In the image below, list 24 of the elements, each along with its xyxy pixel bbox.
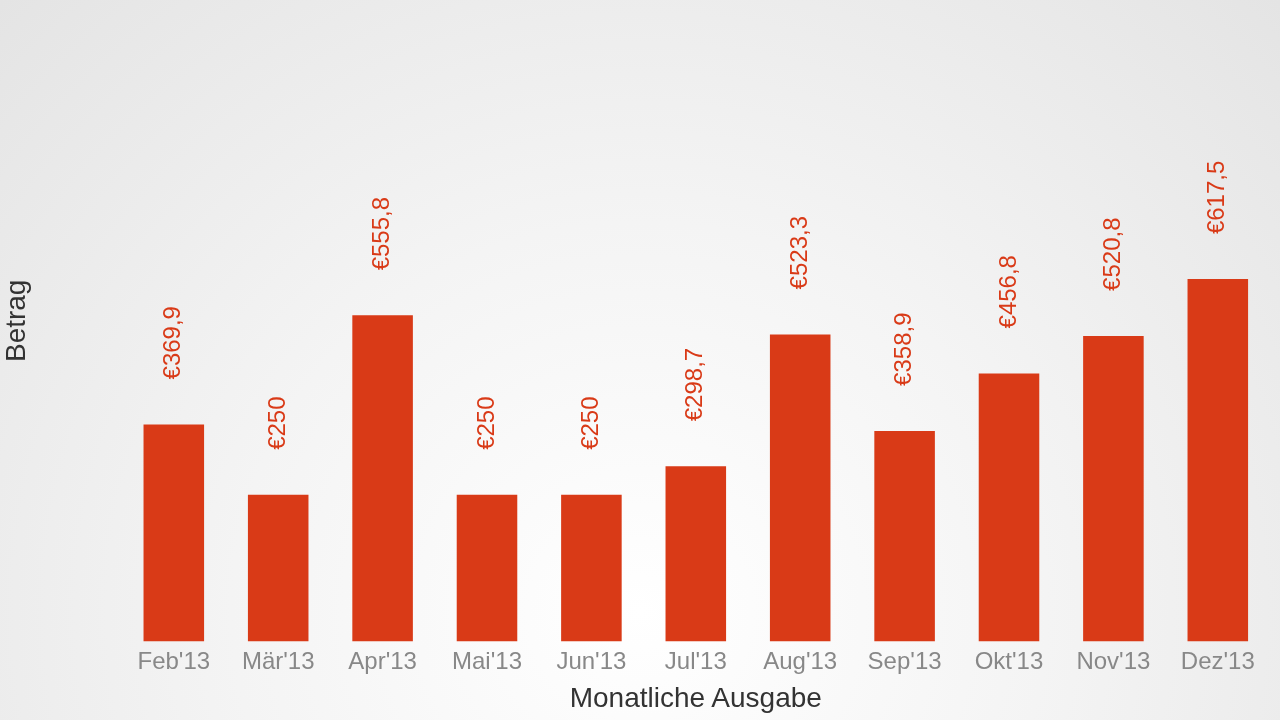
- data-label: €523,3: [784, 216, 812, 290]
- x-tick-label: Jun'13: [556, 646, 627, 674]
- data-label: €250: [262, 396, 290, 450]
- x-axis-title: Monatliche Ausgabe: [569, 681, 822, 713]
- data-label: €369,9: [158, 306, 186, 380]
- x-tick-label: Okt'13: [974, 646, 1044, 674]
- data-label: €456,8: [993, 255, 1021, 329]
- data-label: €520,8: [1098, 217, 1126, 291]
- data-label: €298,7: [680, 347, 708, 422]
- data-label: €250: [471, 396, 499, 450]
- x-tick-label: Dez'13: [1180, 646, 1255, 674]
- y-axis-title: Betrag: [0, 279, 31, 363]
- data-label: €250: [576, 396, 604, 450]
- x-tick-label: Jul'13: [664, 646, 727, 674]
- data-label: €358,9: [889, 312, 917, 386]
- x-tick-label: Nov'13: [1076, 646, 1151, 674]
- x-tick-label: Feb'13: [137, 646, 211, 674]
- data-label: €555,8: [367, 196, 395, 271]
- data-label: €617,5: [1202, 160, 1230, 235]
- x-tick-label: Aug'13: [763, 646, 838, 674]
- x-tick-label: Mai'13: [452, 646, 522, 674]
- x-tick-label: Sep'13: [867, 646, 942, 674]
- x-tick-label: Mär'13: [241, 646, 315, 674]
- x-tick-label: Apr'13: [348, 646, 417, 674]
